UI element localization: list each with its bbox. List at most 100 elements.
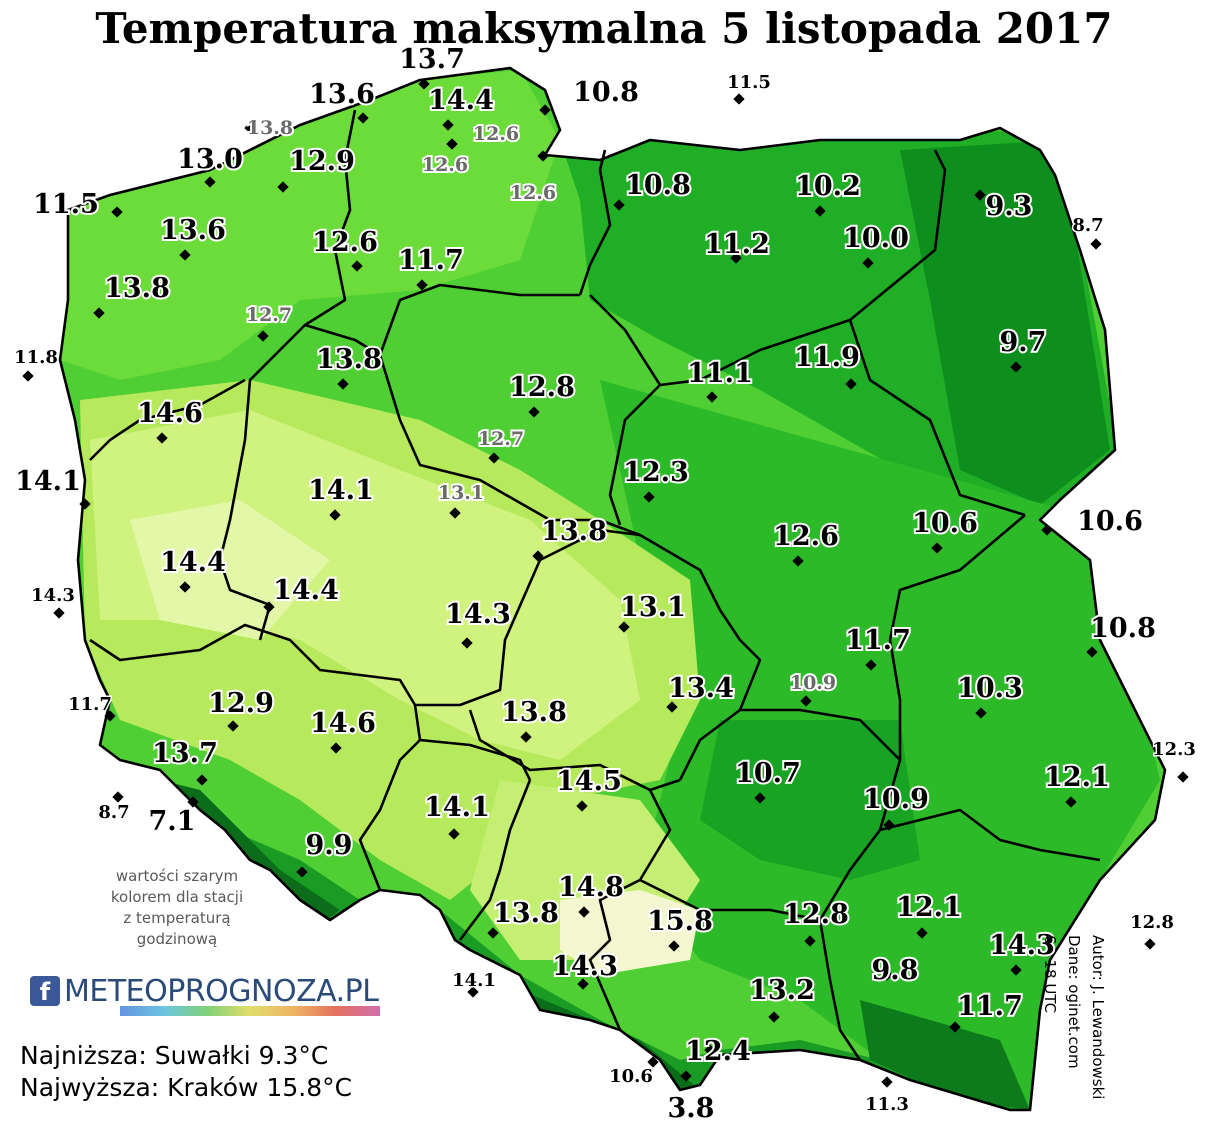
station-temperature: 13.4 — [668, 673, 734, 704]
data-source: Dane: oginet.com — [1065, 935, 1083, 1069]
station-marker — [204, 176, 216, 188]
station-marker — [22, 370, 34, 382]
station-temperature: 9.3 — [986, 191, 1033, 222]
station-temperature: 10.9 — [863, 784, 929, 815]
station-marker — [330, 742, 342, 754]
station-marker — [1086, 646, 1098, 658]
station-temperature: 14.4 — [428, 85, 494, 116]
station-temperature: 15.8 — [647, 906, 713, 937]
station-temperature: 14.1 — [452, 970, 496, 991]
station-marker — [576, 800, 588, 812]
station-temperature: 13.1 — [438, 482, 484, 504]
station-marker — [227, 720, 239, 732]
station-temperature: 12.3 — [1152, 739, 1196, 760]
station-marker — [448, 828, 460, 840]
station-temperature: 13.8 — [541, 516, 607, 547]
station-temperature: 14.4 — [160, 547, 226, 578]
station-temperature: 11.5 — [727, 72, 771, 93]
station-temperature: 12.9 — [208, 688, 274, 719]
station-temperature: 13.7 — [152, 738, 218, 769]
station-temperature: 10.9 — [790, 672, 836, 694]
station-marker — [296, 866, 308, 878]
station-marker — [733, 93, 745, 105]
station-temperature: 13.8 — [316, 344, 382, 375]
station-temperature: 13.8 — [493, 898, 559, 929]
station-temperature: 12.8 — [1130, 912, 1174, 933]
station-marker — [881, 969, 893, 981]
station-marker — [814, 205, 826, 217]
station-temperature: 12.6 — [773, 521, 839, 552]
station-marker — [487, 927, 499, 939]
station-temperature: 12.1 — [1044, 762, 1110, 793]
station-marker — [577, 978, 589, 990]
station-marker — [532, 550, 544, 562]
station-marker — [613, 199, 625, 211]
station-temperature: 14.1 — [15, 466, 81, 497]
station-marker — [578, 906, 590, 918]
station-temperature: 13.7 — [399, 44, 465, 75]
station-marker — [53, 607, 65, 619]
station-temperature: 11.2 — [704, 229, 770, 260]
station-marker — [449, 507, 461, 519]
station-temperature: 13.1 — [620, 592, 686, 623]
station-temperature: 12.6 — [510, 182, 556, 204]
station-temperature: 3.8 — [668, 1093, 715, 1124]
station-temperature: 12.6 — [312, 227, 378, 258]
station-marker — [416, 279, 428, 291]
station-temperature: 12.1 — [896, 892, 962, 923]
station-temperature: 12.7 — [246, 304, 292, 326]
logo-color-bar — [120, 1006, 380, 1016]
station-marker — [461, 637, 473, 649]
station-temperature: 13.8 — [501, 697, 567, 728]
credits: Autor: J. Lewandowski Dane: oginet.com 6… — [1038, 935, 1110, 1099]
station-marker — [704, 1044, 716, 1056]
station-temperature: 11.7 — [68, 694, 112, 715]
station-marker — [329, 509, 341, 521]
station-temperature: 10.6 — [609, 1066, 653, 1087]
station-marker — [1010, 964, 1022, 976]
station-temperature: 14.4 — [273, 575, 339, 606]
station-labels: 13.7 13.6 13.8 14.4 12.6 12.6 12.6 10.8 11.5 13.0… — [13, 42, 1198, 1126]
station-temperature: 11.8 — [14, 347, 58, 368]
station-temperature: 12.7 — [478, 428, 524, 450]
station-temperature: 13.8 — [247, 117, 293, 139]
station-marker — [263, 601, 275, 613]
station-temperature: 14.3 — [445, 599, 511, 630]
station-marker — [974, 189, 986, 201]
station-temperature: 12.8 — [783, 899, 849, 930]
station-marker — [1041, 524, 1053, 536]
station-marker — [337, 378, 349, 390]
station-marker — [1144, 938, 1156, 950]
station-temperature: 11.7 — [845, 625, 911, 656]
station-temperature: 9.7 — [1000, 327, 1047, 358]
station-temperature: 12.6 — [473, 123, 519, 145]
station-temperature: 10.3 — [957, 673, 1023, 704]
facebook-icon[interactable]: f — [30, 976, 60, 1006]
station-marker — [467, 986, 479, 998]
station-marker — [257, 330, 269, 342]
meteoprognoza-logo[interactable]: f METEOPROGNOZA.PL — [30, 968, 379, 1014]
station-temperature: 13.0 — [177, 144, 243, 175]
station-temperature: 10.6 — [1077, 506, 1143, 537]
station-marker — [706, 391, 718, 403]
station-marker — [112, 791, 124, 803]
author: Autor: J. Lewandowski — [1089, 935, 1107, 1100]
station-temperature: 14.6 — [310, 708, 376, 739]
station-temperature: 11.9 — [794, 342, 860, 373]
station-marker — [643, 491, 655, 503]
station-temperature: 10.8 — [625, 170, 691, 201]
station-marker — [754, 792, 766, 804]
station-temperature: 14.3 — [552, 951, 618, 982]
time-range: 6 - 18 UTC — [1041, 935, 1059, 1014]
station-temperature: 14.5 — [556, 766, 622, 797]
station-temperature: 10.6 — [912, 508, 978, 539]
highest-temperature: Najwyższa: Kraków 15.8°C — [20, 1073, 353, 1102]
station-marker — [187, 796, 199, 808]
station-marker — [446, 138, 458, 150]
station-temperature: 13.6 — [309, 79, 375, 110]
station-marker — [916, 927, 928, 939]
station-temperature: 12.8 — [509, 372, 575, 403]
station-temperature: 12.3 — [623, 457, 689, 488]
station-marker — [730, 252, 742, 264]
